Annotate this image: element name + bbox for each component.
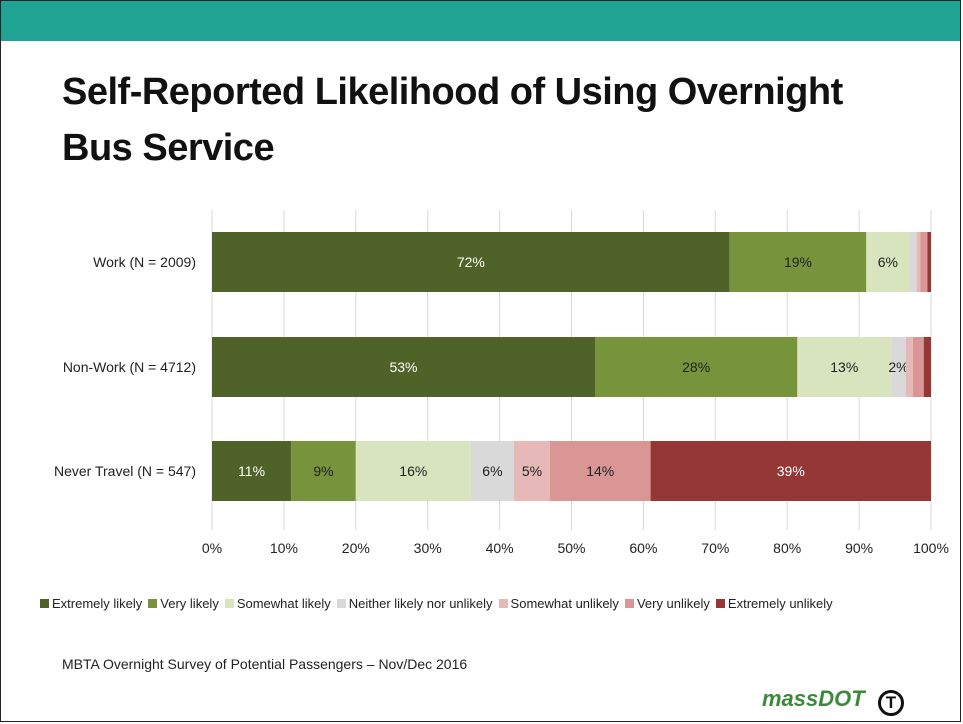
x-tick-label: 10% (270, 540, 298, 556)
legend-swatch (224, 599, 234, 608)
x-tick-label: 80% (773, 540, 801, 556)
legend-item: Very likely (148, 596, 219, 611)
x-tick-label: 0% (202, 540, 222, 556)
data-label: 2% (888, 359, 908, 375)
bar-segment (916, 232, 921, 292)
legend-item: Somewhat likely (224, 596, 331, 611)
legend-label: Somewhat likely (236, 596, 331, 611)
data-label: 5% (522, 463, 542, 479)
bar-segment (891, 337, 906, 397)
bar-segment (909, 232, 917, 292)
data-label: 39% (777, 463, 805, 479)
bar-segment (920, 232, 928, 292)
bar-segment (355, 441, 471, 501)
legend-item: Neither likely nor unlikely (336, 596, 493, 611)
category-label: Work (N = 2009) (93, 254, 196, 270)
chart-legend: Extremely likely Very likely Somewhat like… (40, 596, 940, 611)
x-tick-label: 90% (845, 540, 873, 556)
legend-label: Neither likely nor unlikely (348, 596, 493, 611)
legend-item: Very unlikely (624, 596, 710, 611)
x-tick-label: 100% (913, 540, 949, 556)
data-label: 6% (482, 463, 502, 479)
x-tick-label: 50% (557, 540, 585, 556)
x-tick-label: 60% (629, 540, 657, 556)
bar-segment (594, 337, 798, 397)
legend-label: Very likely (160, 596, 219, 611)
x-tick-label: 30% (414, 540, 442, 556)
bar-segment (212, 337, 595, 397)
legend-item: Somewhat unlikely (498, 596, 619, 611)
bar-segment (291, 441, 356, 501)
source-note: MBTA Overnight Survey of Potential Passe… (62, 656, 468, 672)
legend-swatch (498, 599, 508, 608)
legend-swatch (40, 599, 49, 608)
legend-label: Extremely likely (52, 596, 143, 611)
bar-segment (866, 232, 910, 292)
data-label: 53% (389, 359, 417, 375)
bar-segment (212, 441, 292, 501)
x-tick-label: 20% (342, 540, 370, 556)
legend-item: Extremely likely (40, 596, 142, 611)
data-label: 11% (238, 463, 265, 479)
bar-segment (927, 232, 931, 292)
massdot-logo: massDOT (762, 686, 865, 711)
legend-swatch (336, 599, 346, 608)
category-label: Non-Work (N = 4712) (63, 359, 196, 375)
bar-segment (797, 337, 892, 397)
bar-segment (650, 441, 931, 501)
category-label: Never Travel (N = 547) (54, 463, 196, 479)
bar-segment (549, 441, 651, 501)
legend-label: Very unlikely (636, 596, 710, 611)
legend-swatch (148, 599, 158, 608)
bar-segment (912, 337, 924, 397)
bar-segment (905, 337, 913, 397)
stacked-bar-chart: 0% 10% 20% 30% 40% 50% 60% 70% 80% 90% 100% Work (N… (54, 210, 949, 556)
data-label: 28% (682, 359, 710, 375)
bar-segment (513, 441, 550, 501)
data-label: 16% (399, 463, 427, 479)
legend-label: Extremely unlikely (727, 596, 833, 611)
bar-segment (212, 232, 730, 292)
x-tick-label: 70% (701, 540, 729, 556)
slide-title: Self-Reported Likelihood of Using Overni… (62, 71, 843, 169)
data-label: 19% (784, 254, 812, 270)
bar-segment (923, 337, 931, 397)
data-label: 14% (586, 463, 614, 479)
legend-swatch (624, 599, 634, 608)
legend-swatch (715, 599, 725, 608)
x-tick-label: 40% (486, 540, 514, 556)
bar-segment (470, 441, 514, 501)
data-label: 9% (313, 463, 333, 479)
legend-label: Somewhat unlikely (510, 596, 619, 611)
top-accent-bar (1, 1, 960, 41)
mbta-t-icon: T (878, 690, 904, 716)
bar-segment (729, 232, 867, 292)
data-label: 72% (457, 254, 485, 270)
data-label: 6% (878, 254, 898, 270)
legend-item: Extremely unlikely (715, 596, 833, 611)
data-label: 13% (830, 359, 858, 375)
